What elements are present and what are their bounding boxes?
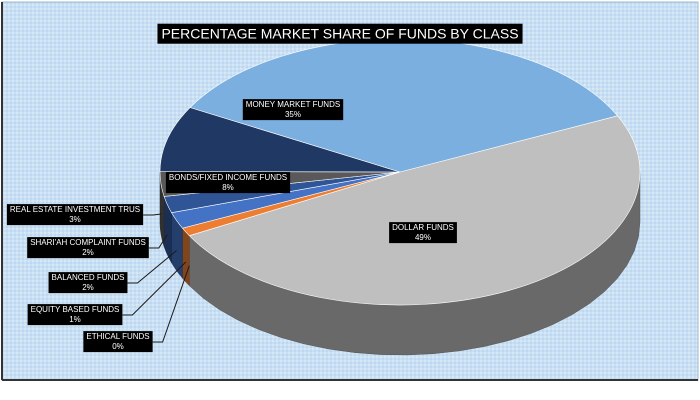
chart-title: PERCENTAGE MARKET SHARE OF FUNDS BY CLAS…	[161, 26, 518, 42]
label-name: ETHICAL FUNDS	[86, 332, 149, 341]
leader-line	[127, 250, 177, 284]
slice-side	[182, 227, 190, 287]
label-value: 49%	[415, 233, 431, 242]
label-name: EQUITY BASED FUNDS	[31, 305, 120, 314]
label-box	[27, 304, 123, 326]
title-box	[157, 23, 523, 44]
leader-line	[148, 234, 168, 249]
pie	[159, 38, 641, 356]
label-box	[83, 331, 153, 353]
label-value: 2%	[82, 248, 94, 257]
label-value: 3%	[69, 215, 81, 224]
label-box	[48, 272, 128, 294]
label-box	[389, 222, 457, 244]
label-name: MONEY MARKET FUNDS	[246, 100, 340, 109]
label-value: 8%	[222, 183, 234, 192]
label-name: DOLLAR FUNDS	[392, 223, 454, 232]
label-name: BONDS/FIXED INCOME FUNDS	[169, 173, 287, 182]
pie-tops	[159, 38, 641, 306]
slice	[188, 115, 641, 306]
label-box	[165, 172, 291, 194]
leader-line	[143, 213, 162, 216]
label-box	[242, 99, 344, 121]
label-value: 2%	[82, 283, 94, 292]
label-name: SHARI'AH COMPLAINT FUNDS	[30, 238, 146, 247]
slice	[159, 107, 401, 173]
label-box	[27, 237, 149, 259]
label-value: 35%	[285, 110, 301, 119]
label-value: 1%	[69, 315, 81, 324]
label-name: BALANCED FUNDS	[52, 273, 125, 282]
label-box	[6, 204, 144, 226]
leader-line	[152, 265, 190, 343]
label-value: 0%	[112, 342, 124, 351]
label-name: REAL ESTATE INVESTMENT TRUS	[10, 205, 140, 214]
leader-line	[122, 261, 187, 316]
